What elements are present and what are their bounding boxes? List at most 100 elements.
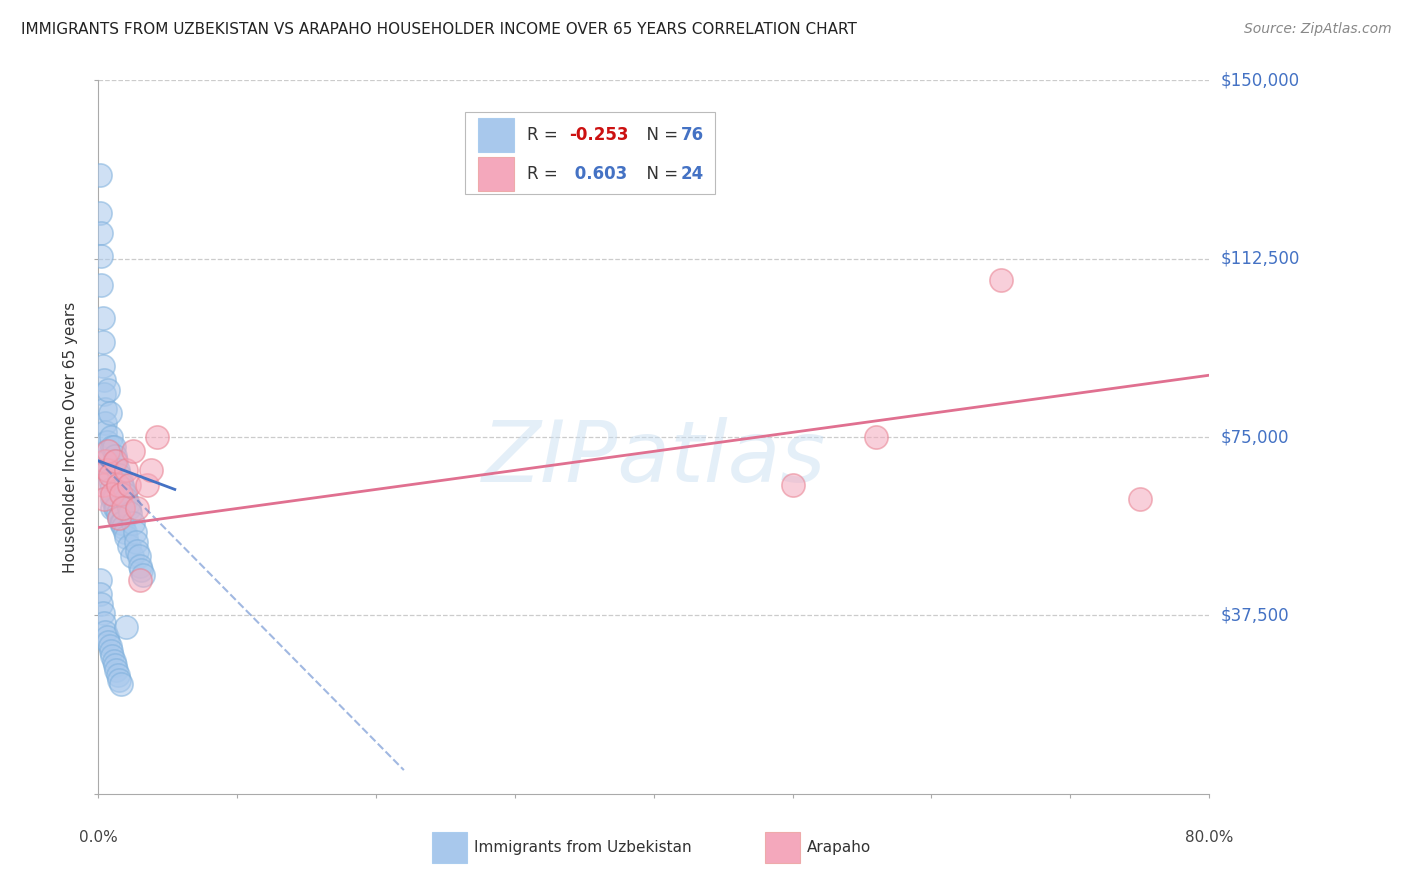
- Point: [94, 625, 117, 640]
- Point: [122, 444, 145, 458]
- Point: [91, 477, 114, 491]
- Point: [89, 587, 111, 601]
- Point: [96, 463, 118, 477]
- Point: [98, 468, 121, 483]
- Point: [101, 501, 124, 516]
- Point: [93, 491, 115, 506]
- Point: [103, 491, 125, 506]
- Point: [93, 373, 115, 387]
- Text: 76: 76: [681, 127, 703, 145]
- Point: [141, 463, 163, 477]
- Point: [118, 477, 141, 491]
- Text: 80.0%: 80.0%: [1185, 830, 1233, 845]
- Point: [122, 516, 145, 530]
- Text: 0.0%: 0.0%: [79, 830, 118, 845]
- Point: [128, 549, 150, 563]
- Text: Source: ZipAtlas.com: Source: ZipAtlas.com: [1244, 22, 1392, 37]
- Point: [125, 534, 148, 549]
- Point: [107, 477, 129, 491]
- Point: [117, 497, 139, 511]
- Point: [120, 506, 142, 520]
- Text: ZIPatlas: ZIPatlas: [482, 417, 825, 500]
- Text: Arapaho: Arapaho: [807, 840, 872, 855]
- Point: [104, 501, 127, 516]
- Point: [145, 430, 167, 444]
- Point: [91, 334, 114, 349]
- Point: [104, 658, 127, 673]
- Text: $37,500: $37,500: [1220, 607, 1289, 624]
- Point: [127, 501, 149, 516]
- Point: [100, 483, 122, 497]
- Point: [114, 525, 136, 540]
- Point: [100, 430, 122, 444]
- Text: $112,500: $112,500: [1220, 250, 1299, 268]
- Point: [94, 416, 117, 430]
- Text: 24: 24: [681, 165, 703, 183]
- Text: R =: R =: [527, 127, 564, 145]
- Point: [108, 511, 131, 525]
- Point: [98, 473, 121, 487]
- Point: [118, 540, 141, 554]
- Point: [115, 620, 138, 634]
- Point: [105, 663, 128, 677]
- Point: [110, 516, 132, 530]
- Text: 0.603: 0.603: [569, 165, 627, 183]
- Point: [91, 606, 114, 620]
- Point: [91, 311, 114, 326]
- Point: [101, 491, 124, 506]
- Point: [990, 273, 1012, 287]
- Point: [124, 525, 146, 540]
- Point: [94, 454, 117, 468]
- Text: -0.253: -0.253: [569, 127, 628, 145]
- Point: [89, 206, 111, 220]
- Point: [96, 434, 118, 449]
- Point: [114, 487, 136, 501]
- Point: [103, 440, 125, 454]
- Point: [110, 677, 132, 691]
- Point: [89, 169, 111, 183]
- Point: [90, 277, 112, 292]
- Point: [96, 630, 118, 644]
- Point: [90, 249, 112, 263]
- Point: [132, 568, 155, 582]
- Point: [112, 501, 135, 516]
- Y-axis label: Householder Income Over 65 years: Householder Income Over 65 years: [63, 301, 79, 573]
- Point: [129, 573, 152, 587]
- Point: [89, 573, 111, 587]
- Point: [105, 501, 128, 516]
- Point: [90, 597, 112, 611]
- Point: [115, 530, 138, 544]
- Point: [93, 615, 115, 630]
- Text: N =: N =: [636, 165, 683, 183]
- Point: [115, 463, 138, 477]
- Point: [101, 648, 124, 663]
- Point: [108, 673, 131, 687]
- Point: [112, 520, 135, 534]
- Point: [93, 387, 115, 401]
- Point: [96, 454, 118, 468]
- Bar: [478, 157, 513, 191]
- Point: [101, 440, 124, 454]
- Point: [104, 449, 127, 463]
- Point: [100, 644, 122, 658]
- Point: [98, 406, 121, 420]
- Point: [107, 506, 129, 520]
- Point: [96, 444, 118, 458]
- Point: [110, 473, 132, 487]
- Point: [129, 558, 152, 573]
- Point: [97, 383, 120, 397]
- Point: [121, 549, 143, 563]
- Point: [108, 511, 131, 525]
- Point: [108, 468, 131, 483]
- Point: [107, 668, 129, 682]
- Text: $75,000: $75,000: [1220, 428, 1289, 446]
- Point: [97, 634, 120, 648]
- Point: [111, 477, 134, 491]
- Point: [97, 444, 120, 458]
- Point: [782, 477, 804, 491]
- Point: [107, 463, 129, 477]
- Point: [118, 501, 141, 516]
- Point: [112, 483, 135, 497]
- Point: [97, 463, 120, 477]
- Point: [101, 487, 124, 501]
